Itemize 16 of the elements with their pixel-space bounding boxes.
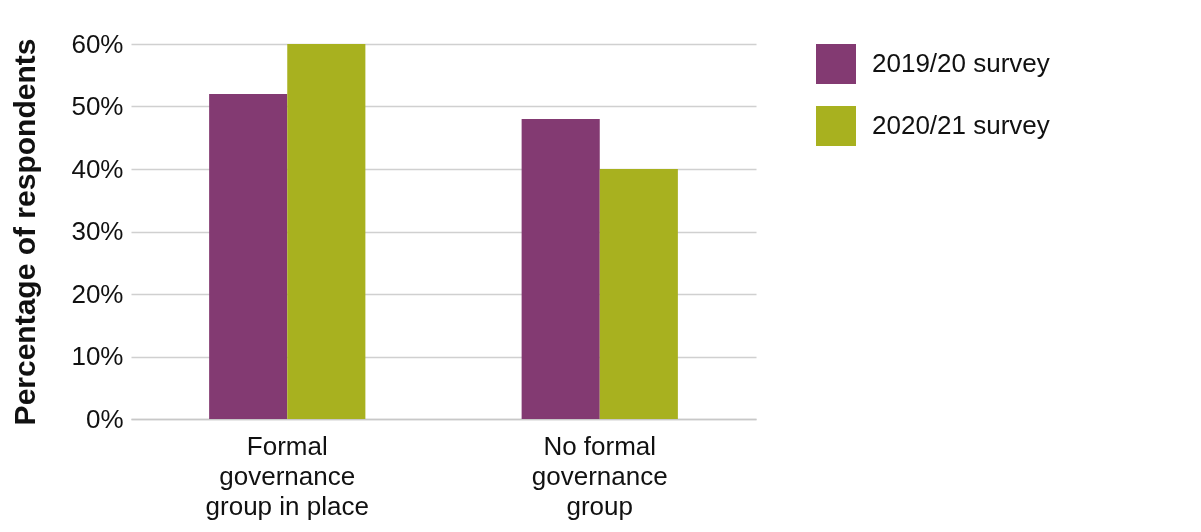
y-tick-label: 0% — [85, 403, 124, 434]
bar — [599, 169, 678, 419]
x-tick-label: Formal governance group in place — [205, 430, 369, 521]
legend-label: 2020/21 survey — [872, 110, 1050, 140]
bar — [287, 44, 366, 419]
bar — [521, 119, 600, 419]
y-tick-label: 10% — [71, 341, 124, 371]
legend-label: 2019/20 survey — [872, 48, 1050, 78]
y-axis-title: Percentage of respondents — [8, 38, 42, 426]
y-tick-label: 60% — [71, 28, 124, 59]
y-tick-label: 20% — [71, 278, 124, 309]
y-tick-label: 40% — [71, 153, 124, 184]
x-tick-label: No formal governance group — [531, 430, 668, 521]
y-tick-label: 50% — [71, 91, 124, 121]
y-tick-label: 30% — [71, 216, 124, 246]
bar — [209, 94, 288, 419]
